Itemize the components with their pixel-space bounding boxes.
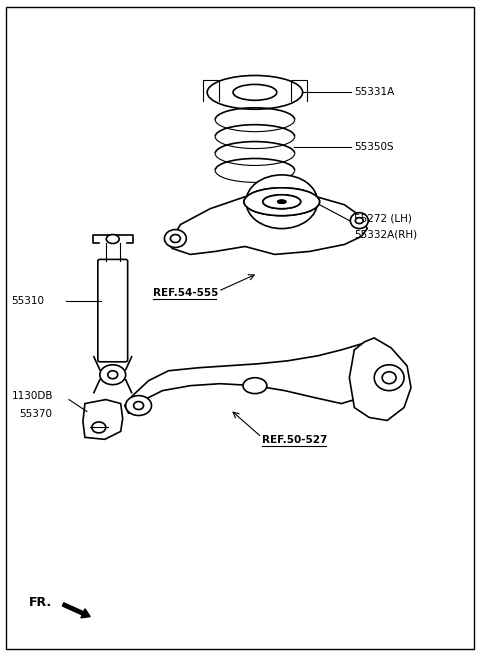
Ellipse shape — [126, 396, 152, 415]
Ellipse shape — [355, 218, 363, 224]
Ellipse shape — [246, 175, 318, 228]
Text: 55332A(RH): 55332A(RH) — [354, 230, 418, 239]
Text: 55272 (LH): 55272 (LH) — [354, 214, 412, 224]
Ellipse shape — [100, 365, 126, 384]
Ellipse shape — [108, 371, 118, 379]
Text: 55350S: 55350S — [354, 142, 394, 152]
Polygon shape — [349, 338, 411, 420]
Ellipse shape — [350, 213, 368, 228]
Ellipse shape — [165, 230, 186, 247]
FancyBboxPatch shape — [98, 259, 128, 362]
Text: 55370: 55370 — [19, 409, 52, 419]
Polygon shape — [83, 400, 123, 440]
Ellipse shape — [244, 188, 320, 216]
Ellipse shape — [133, 401, 144, 409]
Ellipse shape — [233, 85, 277, 100]
Text: REF.54-555: REF.54-555 — [153, 288, 218, 298]
Ellipse shape — [278, 200, 286, 203]
Ellipse shape — [207, 75, 302, 110]
Text: 1130DB: 1130DB — [12, 390, 53, 401]
Text: 55310: 55310 — [12, 296, 44, 306]
Ellipse shape — [92, 422, 106, 433]
Ellipse shape — [170, 235, 180, 243]
Ellipse shape — [263, 195, 300, 209]
Ellipse shape — [263, 195, 300, 209]
Ellipse shape — [382, 372, 396, 384]
FancyArrow shape — [62, 603, 90, 618]
Ellipse shape — [243, 378, 267, 394]
Ellipse shape — [374, 365, 404, 390]
Ellipse shape — [278, 200, 286, 203]
Ellipse shape — [106, 235, 119, 243]
Ellipse shape — [244, 188, 320, 216]
Text: FR.: FR. — [29, 596, 52, 609]
Text: 55331A: 55331A — [354, 87, 395, 97]
Polygon shape — [166, 189, 367, 255]
Polygon shape — [125, 344, 381, 413]
Text: REF.50-527: REF.50-527 — [262, 436, 327, 445]
